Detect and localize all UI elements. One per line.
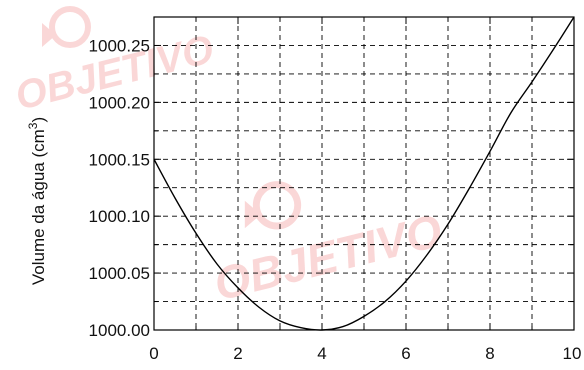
- y-axis-title: Volume da água (cm3): [26, 117, 48, 285]
- x-tick-labels: 0 2 4 6 8 10: [149, 344, 581, 363]
- x-tick-label: 8: [485, 344, 494, 363]
- watermark-logo-ring: [252, 181, 302, 230]
- y-tick-labels: 1000.00 1000.05 1000.10 1000.15 1000.20 1000.…: [89, 36, 150, 340]
- grid-lines: [154, 17, 574, 330]
- x-tick-label: 6: [401, 344, 410, 363]
- y-tick-label: 1000.00: [89, 321, 150, 340]
- x-tick-label: 10: [563, 344, 582, 363]
- tick-marks: [153, 16, 575, 331]
- x-tick-label: 2: [233, 344, 242, 363]
- data-series-line: [153, 16, 575, 331]
- watermark-logo-ring: [49, 6, 91, 48]
- y-tick-label: 1000.25: [89, 36, 150, 55]
- x-tick-label: 0: [149, 344, 158, 363]
- y-tick-label: 1000.15: [89, 150, 150, 169]
- y-tick-label: 1000.20: [89, 93, 150, 112]
- y-tick-label: 1000.05: [89, 264, 150, 283]
- watermark-logo: OBJETIVO: [209, 181, 447, 310]
- watermark-logo-mark: [42, 23, 56, 47]
- watermark-logo-mark: [244, 200, 261, 229]
- x-tick-label: 4: [317, 344, 326, 363]
- y-tick-label: 1000.10: [89, 207, 150, 226]
